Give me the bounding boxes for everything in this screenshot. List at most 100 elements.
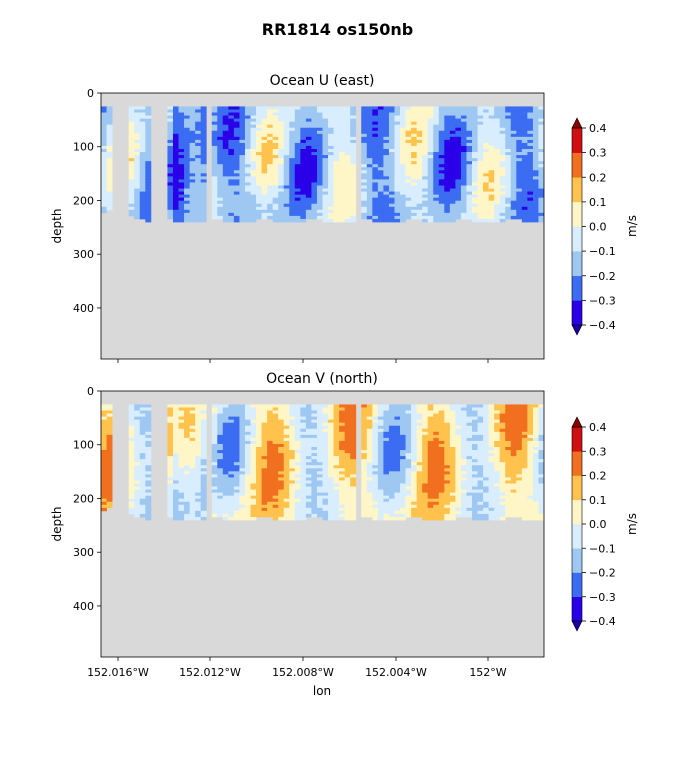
heatmap-cell xyxy=(433,477,440,481)
heatmap-cell xyxy=(449,450,456,454)
heatmap-cell xyxy=(416,498,423,503)
heatmap-cell xyxy=(139,434,146,439)
heatmap-cell xyxy=(139,486,146,490)
heatmap-cell xyxy=(433,450,440,454)
heatmap-cell xyxy=(184,507,190,512)
heatmap-cell xyxy=(366,206,373,211)
heatmap-cell xyxy=(339,212,346,217)
heatmap-cell xyxy=(311,133,318,138)
heatmap-cell xyxy=(283,118,290,123)
heatmap-cell xyxy=(532,152,539,156)
heatmap-cell xyxy=(372,109,379,113)
heatmap-cell xyxy=(222,483,229,487)
heatmap-cell xyxy=(305,428,312,433)
heatmap-cell xyxy=(300,501,307,506)
heatmap-cell xyxy=(433,161,440,165)
heatmap-cell xyxy=(311,185,318,189)
heatmap-cell xyxy=(128,468,135,472)
heatmap-cell xyxy=(460,170,467,174)
heatmap-cell xyxy=(256,185,262,189)
heatmap-cell xyxy=(444,206,451,211)
heatmap-cell xyxy=(333,158,340,162)
heatmap-cell xyxy=(222,121,229,126)
heatmap-cell xyxy=(256,200,262,205)
heatmap-cell xyxy=(305,124,312,129)
heatmap-cell xyxy=(422,194,429,199)
heatmap-cell xyxy=(400,155,406,159)
heatmap-cell xyxy=(239,142,246,147)
heatmap-cell xyxy=(477,121,484,126)
heatmap-cell xyxy=(128,203,135,208)
heatmap-cell xyxy=(405,510,412,515)
heatmap-cell xyxy=(211,510,218,515)
heatmap-cell xyxy=(383,483,390,487)
heatmap-cell xyxy=(300,510,307,515)
heatmap-cell xyxy=(272,513,279,518)
heatmap-cell xyxy=(405,152,412,156)
heatmap-cell xyxy=(316,124,323,129)
heatmap-cell xyxy=(184,416,190,421)
heatmap-cell xyxy=(333,118,340,123)
heatmap-cell xyxy=(416,456,423,460)
heatmap-cell xyxy=(527,139,534,144)
heatmap-cell xyxy=(344,212,351,217)
heatmap-cell xyxy=(538,139,544,144)
heatmap-cell xyxy=(372,173,379,177)
heatmap-cell xyxy=(128,422,135,427)
heatmap-cell xyxy=(350,471,357,475)
heatmap-cell xyxy=(167,158,174,162)
heatmap-cell xyxy=(483,142,490,147)
heatmap-cell xyxy=(350,410,357,414)
heatmap-cell xyxy=(344,121,351,126)
heatmap-cell xyxy=(244,404,251,408)
heatmap-cell xyxy=(394,462,401,466)
heatmap-cell xyxy=(300,133,307,138)
heatmap-cell xyxy=(422,413,429,417)
heatmap-cell xyxy=(311,428,318,433)
heatmap-cell xyxy=(433,185,440,189)
heatmap-cell xyxy=(217,124,224,129)
heatmap-cell xyxy=(272,212,279,217)
heatmap-cell xyxy=(172,501,179,506)
heatmap-cell xyxy=(444,407,451,411)
heatmap-cell xyxy=(377,191,384,196)
heatmap-cell xyxy=(239,161,246,165)
heatmap-cell xyxy=(322,504,329,509)
heatmap-cell xyxy=(372,182,379,186)
heatmap-cell xyxy=(244,215,251,220)
heatmap-cell xyxy=(361,453,368,457)
heatmap-cell xyxy=(128,170,135,174)
heatmap-cell xyxy=(538,161,544,165)
heatmap-cell xyxy=(305,443,312,448)
heatmap-cell xyxy=(350,428,357,433)
heatmap-cell xyxy=(316,206,323,211)
heatmap-cell xyxy=(377,513,384,518)
heatmap-cell xyxy=(217,407,224,411)
heatmap-cell xyxy=(416,112,423,116)
heatmap-cell xyxy=(278,149,285,153)
heatmap-cell xyxy=(311,486,318,490)
heatmap-cell xyxy=(200,149,207,153)
heatmap-cell xyxy=(101,127,107,132)
heatmap-cell xyxy=(200,434,207,439)
heatmap-cell xyxy=(516,121,523,126)
heatmap-cell xyxy=(521,118,528,123)
heatmap-cell xyxy=(294,447,301,451)
heatmap-cell xyxy=(377,492,384,497)
heatmap-cell xyxy=(261,428,268,433)
heatmap-cell xyxy=(184,109,190,113)
heatmap-cell xyxy=(172,516,179,521)
heatmap-cell xyxy=(200,121,207,126)
heatmap-cell xyxy=(178,498,185,503)
heatmap-cell xyxy=(344,443,351,448)
heatmap-cell xyxy=(228,170,235,174)
heatmap-cell xyxy=(377,149,384,153)
heatmap-cell xyxy=(494,127,501,132)
heatmap-cell xyxy=(250,155,257,159)
heatmap-cell xyxy=(106,447,113,451)
heatmap-cell xyxy=(510,149,517,153)
heatmap-cell xyxy=(505,152,512,156)
heatmap-cell xyxy=(361,468,368,472)
heatmap-cell xyxy=(472,425,478,430)
heatmap-cell xyxy=(366,453,373,457)
